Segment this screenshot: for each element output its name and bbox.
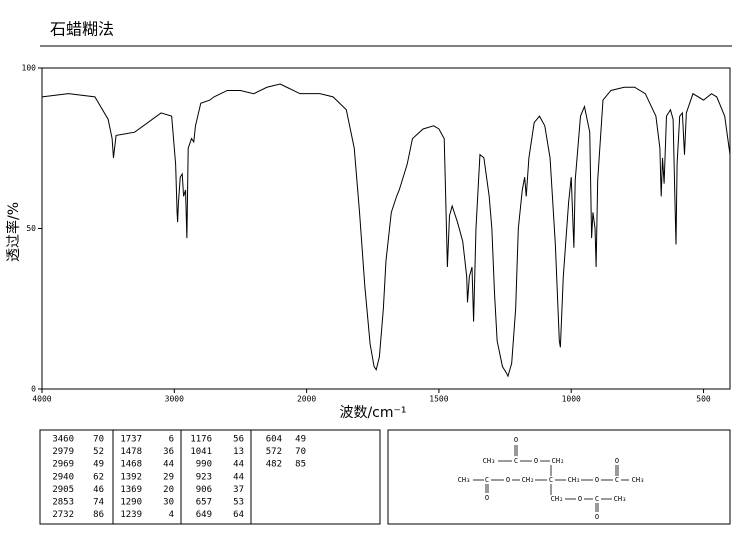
x-tick-label: 3000 <box>165 395 184 404</box>
atom: C <box>485 476 489 484</box>
peak-wavenumber: 1478 <box>120 447 142 457</box>
atom: C <box>549 476 553 484</box>
peak-wavenumber: 1290 <box>120 498 142 508</box>
atom: CH₂ <box>551 495 564 503</box>
peak-transmittance: 70 <box>295 447 306 457</box>
peak-wavenumber: 1041 <box>190 447 212 457</box>
atom: O <box>595 476 599 484</box>
peak-transmittance: 46 <box>93 485 104 495</box>
atom: C <box>615 476 619 484</box>
peak-transmittance: 70 <box>93 435 104 445</box>
peak-wavenumber: 2732 <box>52 510 74 520</box>
peak-wavenumber: 2905 <box>52 485 74 495</box>
peak-transmittance: 49 <box>93 460 104 470</box>
peak-transmittance: 6 <box>169 435 174 445</box>
peak-wavenumber: 1468 <box>120 460 142 470</box>
peak-wavenumber: 990 <box>196 460 212 470</box>
atom: O <box>595 513 599 521</box>
peak-transmittance: 44 <box>163 460 174 470</box>
y-tick-label: 100 <box>22 64 37 73</box>
spectrum-line <box>41 83 731 378</box>
atom: CH₂ <box>568 476 581 484</box>
peak-wavenumber: 1369 <box>120 485 142 495</box>
x-tick-label: 1500 <box>429 395 448 404</box>
atom: CH₃ <box>458 476 471 484</box>
peak-wavenumber: 649 <box>196 510 212 520</box>
atom: CH₃ <box>483 457 496 465</box>
peak-wavenumber: 482 <box>266 460 282 470</box>
atom: O <box>514 436 518 444</box>
peak-transmittance: 85 <box>295 460 306 470</box>
peak-wavenumber: 906 <box>196 485 212 495</box>
peak-transmittance: 29 <box>163 472 174 482</box>
x-tick-label: 1000 <box>562 395 581 404</box>
structure-labels: O CH₃ C O CH₂ CH₃ C O CH₂ C CH₂ O C CH₃ … <box>458 436 645 521</box>
x-tick-label: 500 <box>696 395 711 404</box>
peak-transmittance: 44 <box>233 460 244 470</box>
peak-wavenumber: 604 <box>266 435 282 445</box>
peak-transmittance: 30 <box>163 498 174 508</box>
peak-wavenumber: 1737 <box>120 435 142 445</box>
peak-wavenumber: 923 <box>196 472 212 482</box>
peak-transmittance: 37 <box>233 485 244 495</box>
atom: O <box>578 495 582 503</box>
peak-transmittance: 4 <box>169 510 174 520</box>
atom: CH₂ <box>552 457 565 465</box>
atom: CH₂ <box>522 476 535 484</box>
peak-transmittance: 13 <box>233 447 244 457</box>
peak-wavenumber: 2853 <box>52 498 74 508</box>
atom: C <box>514 457 518 465</box>
atom: O <box>534 457 538 465</box>
plot: 4000 3000 2000 1500 1000 500 0 50 100 <box>22 64 731 404</box>
plot-frame <box>41 67 731 390</box>
peak-wavenumber: 2940 <box>52 472 74 482</box>
peak-transmittance: 49 <box>295 435 306 445</box>
peak-wavenumber: 1176 <box>190 435 212 445</box>
peak-wavenumber: 1239 <box>120 510 142 520</box>
peak-transmittance: 20 <box>163 485 174 495</box>
peak-transmittance: 53 <box>233 498 244 508</box>
x-tick-label: 2000 <box>297 395 316 404</box>
atom: CH₃ <box>614 495 627 503</box>
x-axis-label: 波数/cm⁻¹ <box>339 405 406 421</box>
atom: O <box>506 476 510 484</box>
peak-transmittance: 62 <box>93 472 104 482</box>
peak-wavenumber: 657 <box>196 498 212 508</box>
y-tick-label: 0 <box>31 385 36 394</box>
peak-wavenumber: 2979 <box>52 447 74 457</box>
peak-transmittance: 64 <box>233 510 244 520</box>
structure-bonds <box>473 445 629 512</box>
peak-transmittance: 36 <box>163 447 174 457</box>
peak-wavenumber: 2969 <box>52 460 74 470</box>
atom: C <box>595 495 599 503</box>
peak-transmittance: 52 <box>93 447 104 457</box>
peak-transmittance: 86 <box>93 510 104 520</box>
atom: CH₃ <box>632 476 645 484</box>
page-title: 石蜡糊法 <box>50 20 114 39</box>
peak-transmittance: 56 <box>233 435 244 445</box>
peak-table-frame <box>39 429 381 525</box>
peak-wavenumber: 572 <box>266 447 282 457</box>
y-tick-label: 50 <box>26 224 36 233</box>
y-axis-label: 透过率/% <box>5 202 22 262</box>
peak-transmittance: 74 <box>93 498 104 508</box>
peak-transmittance: 44 <box>233 472 244 482</box>
structure-frame <box>387 429 731 525</box>
atom: O <box>615 457 619 465</box>
x-tick-label: 4000 <box>32 395 51 404</box>
atom: O <box>485 494 489 502</box>
peak-wavenumber: 3460 <box>52 435 74 445</box>
peak-wavenumber: 1392 <box>120 472 142 482</box>
